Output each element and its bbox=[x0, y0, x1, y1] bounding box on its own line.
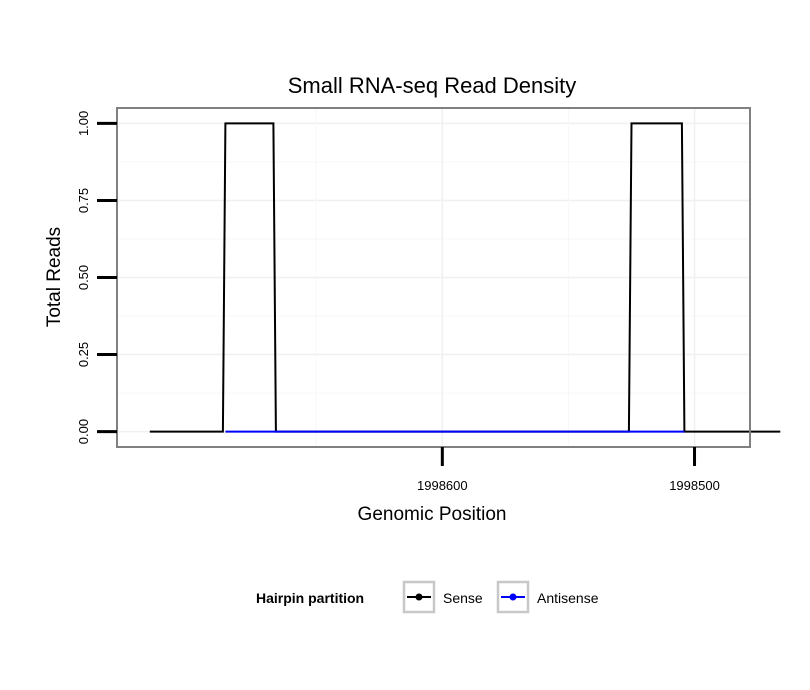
y-tick-label: 1.00 bbox=[76, 111, 91, 136]
legend-item-sense: Sense bbox=[402, 580, 483, 614]
legend: Hairpin partition Sense Antisense bbox=[256, 580, 599, 614]
chart-title: Small RNA-seq Read Density bbox=[288, 73, 577, 98]
y-tick-label: 0.50 bbox=[76, 265, 91, 290]
legend-item-antisense: Antisense bbox=[496, 580, 599, 614]
y-tick-label: 0.75 bbox=[76, 188, 91, 213]
legend-marker-sense bbox=[415, 593, 423, 601]
x-axis-title: Genomic Position bbox=[358, 504, 507, 525]
legend-label-antisense: Antisense bbox=[537, 590, 599, 606]
y-tick-label: 0.00 bbox=[76, 419, 91, 444]
y-axis-title: Total Reads bbox=[44, 227, 65, 327]
y-axis: 0.00 0.25 0.50 0.75 1.00 bbox=[76, 111, 117, 444]
series-lines bbox=[149, 122, 781, 433]
x-axis: 1998600 1998500 bbox=[417, 447, 720, 493]
legend-marker-antisense bbox=[509, 593, 517, 601]
x-tick-label: 1998600 bbox=[417, 478, 468, 493]
x-tick-label: 1998500 bbox=[669, 478, 720, 493]
legend-title: Hairpin partition bbox=[256, 590, 364, 606]
grid-lines bbox=[117, 108, 750, 447]
y-tick-label: 0.25 bbox=[76, 342, 91, 367]
legend-label-sense: Sense bbox=[443, 590, 483, 606]
